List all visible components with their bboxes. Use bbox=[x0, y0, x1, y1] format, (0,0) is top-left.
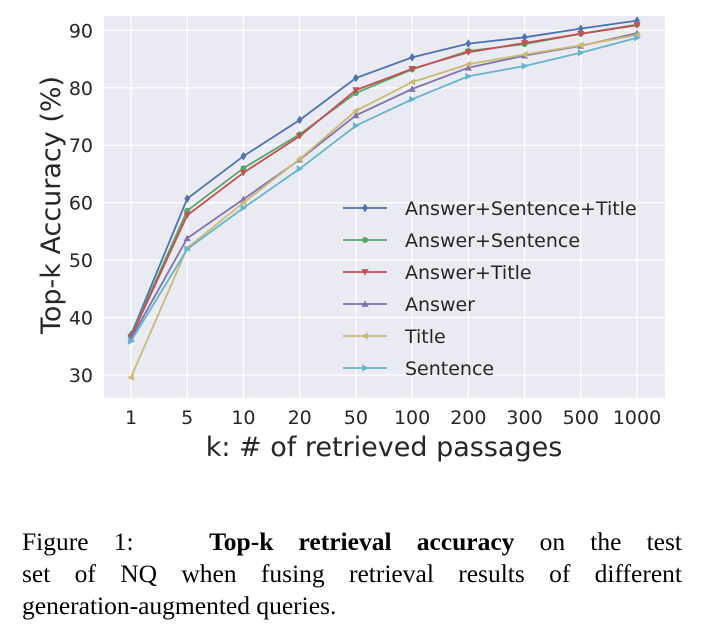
x-tick-label: 500 bbox=[563, 407, 599, 429]
gridlines bbox=[104, 16, 665, 398]
series-sentence bbox=[128, 34, 641, 345]
legend-item: Answer+Title bbox=[343, 262, 532, 284]
x-axis-title: k: # of retrieved passages bbox=[206, 432, 563, 463]
data-point bbox=[521, 62, 529, 70]
data-point bbox=[239, 199, 247, 207]
data-point bbox=[184, 245, 191, 253]
data-point bbox=[520, 50, 528, 59]
y-tick-label: 60 bbox=[69, 193, 93, 215]
x-tick-label: 100 bbox=[394, 407, 430, 429]
x-tick-label: 1000 bbox=[613, 407, 661, 429]
caption-line1-rest: on the test bbox=[539, 527, 682, 556]
data-point bbox=[464, 64, 472, 71]
data-point bbox=[409, 53, 415, 62]
data-point bbox=[128, 337, 135, 345]
data-point bbox=[465, 39, 472, 48]
data-point bbox=[296, 165, 304, 173]
data-point bbox=[352, 107, 359, 115]
data-point bbox=[239, 169, 248, 177]
legend-marker bbox=[362, 237, 368, 243]
y-tick-label: 70 bbox=[69, 135, 93, 157]
y-tick-label: 40 bbox=[69, 308, 93, 330]
data-point bbox=[240, 151, 247, 161]
x-tick-label: 20 bbox=[288, 407, 312, 429]
y-tick-labels: 30 40 50 60 70 80 90 bbox=[69, 20, 93, 387]
y-tick-label: 80 bbox=[69, 78, 93, 100]
data-point bbox=[183, 212, 191, 219]
data-point bbox=[464, 49, 472, 56]
data-point bbox=[408, 78, 415, 86]
y-axis-title: Top-k Accuracy (%) bbox=[36, 76, 67, 335]
legend-item: Answer+Sentence+Title bbox=[343, 198, 637, 220]
data-point bbox=[353, 122, 360, 130]
series-line bbox=[130, 19, 638, 336]
y-tick-label: 30 bbox=[69, 365, 93, 387]
series-answer-title bbox=[127, 22, 641, 341]
series-line bbox=[130, 24, 638, 338]
legend-item: Sentence bbox=[343, 358, 494, 380]
x-tick-label: 10 bbox=[231, 407, 255, 429]
caption-bold-text: Top-k retrieval accuracy bbox=[209, 527, 515, 556]
data-point bbox=[577, 49, 585, 57]
figure-caption: Figure 1: Top-k retrieval accuracy on th… bbox=[22, 526, 682, 622]
data-point bbox=[520, 40, 529, 47]
data-point bbox=[521, 32, 528, 42]
data-point bbox=[352, 111, 360, 119]
legend-marker bbox=[361, 300, 369, 307]
data-point bbox=[408, 85, 416, 92]
y-tick-label: 50 bbox=[69, 250, 93, 272]
data-point bbox=[408, 65, 416, 73]
data-point bbox=[296, 133, 304, 140]
data-point bbox=[353, 73, 359, 83]
legend-label: Answer+Title bbox=[405, 262, 532, 284]
legend-marker bbox=[362, 364, 369, 372]
legend-label: Answer+Sentence bbox=[405, 230, 580, 252]
x-tick-label: 300 bbox=[506, 407, 542, 429]
caption-label: Figure 1: bbox=[22, 527, 134, 556]
caption-line3: generation-augmented queries. bbox=[22, 591, 337, 620]
legend-label: Title bbox=[404, 326, 446, 348]
data-point bbox=[634, 34, 641, 42]
legend-label: Answer bbox=[405, 294, 475, 316]
data-point bbox=[577, 30, 585, 38]
data-point bbox=[577, 24, 584, 33]
legend-item: Title bbox=[343, 326, 446, 348]
data-point bbox=[184, 194, 191, 203]
data-point bbox=[184, 207, 191, 214]
legend-marker bbox=[361, 332, 368, 340]
legend-label: Sentence bbox=[405, 358, 494, 380]
series-line bbox=[130, 36, 638, 342]
data-point bbox=[127, 373, 134, 381]
data-point bbox=[296, 155, 303, 163]
caption-line2: set of NQ when fusing retrieval results … bbox=[22, 559, 682, 588]
legend-label: Answer+Sentence+Title bbox=[405, 198, 637, 220]
data-point bbox=[577, 41, 584, 49]
x-tick-label: 5 bbox=[181, 407, 193, 429]
data-point bbox=[183, 234, 191, 242]
legend-item: Answer bbox=[343, 294, 475, 316]
data-point bbox=[633, 22, 641, 29]
data-point bbox=[465, 72, 472, 80]
x-tick-labels: 1 5 10 20 50 100 200 300 500 1000 bbox=[125, 407, 661, 429]
legend-marker bbox=[362, 203, 368, 213]
series-lines bbox=[127, 16, 641, 381]
data-point bbox=[409, 95, 416, 103]
legend: Answer+Sentence+Title Answer+Sentence Answ… bbox=[343, 198, 637, 380]
legend-marker bbox=[361, 269, 369, 276]
data-point bbox=[352, 87, 360, 94]
x-tick-label: 200 bbox=[450, 407, 486, 429]
data-point bbox=[240, 204, 248, 212]
x-tick-label: 50 bbox=[344, 407, 368, 429]
data-point bbox=[296, 115, 303, 125]
x-tick-label: 1 bbox=[125, 407, 137, 429]
y-tick-label: 90 bbox=[69, 20, 93, 42]
legend-item: Answer+Sentence bbox=[343, 230, 580, 252]
series-line bbox=[130, 34, 638, 378]
data-point bbox=[240, 165, 247, 172]
data-point bbox=[464, 60, 472, 68]
